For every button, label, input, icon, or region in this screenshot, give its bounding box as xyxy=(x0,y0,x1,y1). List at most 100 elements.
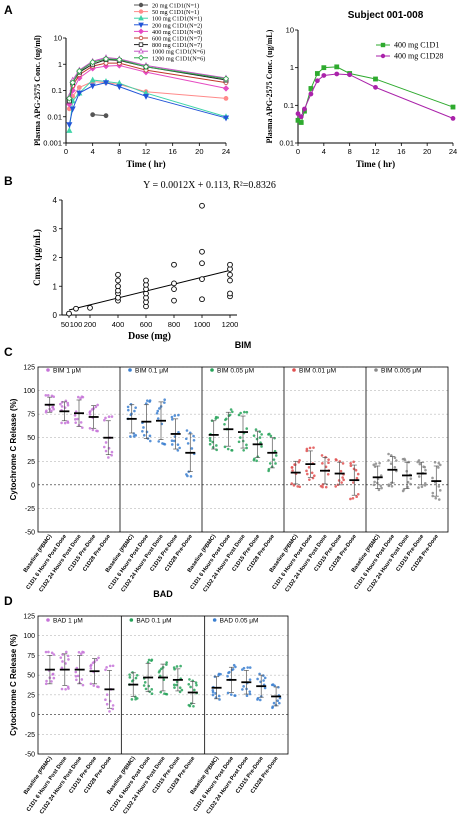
replicate-dot xyxy=(148,399,152,402)
replicate-dot xyxy=(379,474,383,477)
replicate-dot xyxy=(326,472,330,476)
replicate-dot xyxy=(89,664,92,668)
replicate-dot xyxy=(75,666,79,670)
replicate-dot xyxy=(308,446,312,450)
legend-label: 400 mg C1D1 xyxy=(394,41,439,50)
replicate-dot xyxy=(229,693,233,696)
replicate-dot xyxy=(188,704,192,708)
replicate-dot xyxy=(126,408,130,412)
replicate-dot xyxy=(164,692,168,696)
replicate-dot xyxy=(74,421,77,424)
replicate-dot xyxy=(194,681,198,685)
replicate-dot xyxy=(214,415,218,419)
legend-marker xyxy=(292,368,296,372)
replicate-dot xyxy=(437,466,440,469)
replicate-dot xyxy=(255,459,258,463)
chart-c-bim: BIM -50 -25 0 25 50 75 100 125 Cytochrome C Relea… xyxy=(9,340,449,593)
data-point xyxy=(298,120,304,125)
legend-label: BAD 0.1 μM xyxy=(136,618,171,625)
legend-marker xyxy=(128,368,132,372)
y-tick-label: 0.1 xyxy=(284,101,294,110)
replicate-dot xyxy=(104,698,107,701)
y-tick-label: 0.001 xyxy=(43,139,62,148)
replicate-dot xyxy=(61,660,64,663)
replicate-dot xyxy=(128,676,132,679)
replicate-dot xyxy=(63,421,67,425)
y-tick-label: 25 xyxy=(27,692,35,699)
replicate-dot xyxy=(268,462,272,465)
replicate-dot xyxy=(245,694,249,698)
replicate-dot xyxy=(354,468,358,472)
legend-marker xyxy=(129,618,134,622)
replicate-dot xyxy=(215,444,218,447)
x-axis-title: Time ( hr) xyxy=(356,159,395,169)
replicate-dot xyxy=(274,462,277,465)
replicate-dot xyxy=(170,439,174,442)
fit-line xyxy=(68,269,231,311)
replicate-dot xyxy=(377,488,381,492)
legend-label: 200 mg C1D1(N=2) xyxy=(152,22,202,29)
legend-marker xyxy=(138,42,144,47)
replicate-dot xyxy=(260,433,263,436)
replicate-dot xyxy=(148,434,152,438)
y-tick-label: 100 xyxy=(23,633,35,640)
replicate-dot xyxy=(312,446,315,449)
replicate-dot xyxy=(372,463,376,467)
legend-marker xyxy=(138,47,144,54)
replicate-dot xyxy=(59,402,62,406)
replicate-dot xyxy=(241,688,244,691)
replicate-dot xyxy=(67,658,70,661)
replicate-dot xyxy=(239,411,242,415)
replicate-dot xyxy=(81,650,84,654)
replicate-dot xyxy=(135,673,139,677)
replicate-dot xyxy=(305,447,309,451)
data-point xyxy=(76,90,83,97)
replicate-dot xyxy=(208,439,212,442)
replicate-dot xyxy=(66,654,70,658)
series-line xyxy=(68,57,227,97)
x-tick-label: 400 xyxy=(112,320,125,329)
replicate-dot xyxy=(433,460,437,464)
replicate-dot xyxy=(310,471,314,475)
y-tick-label: 1 xyxy=(53,282,58,291)
replicate-dot xyxy=(342,478,345,482)
replicate-dot xyxy=(334,458,338,461)
replicate-dot xyxy=(60,687,64,691)
series-line xyxy=(297,66,454,124)
x-tick-label: 24 xyxy=(449,147,457,156)
panel-letter-c: C xyxy=(4,345,13,359)
data-point xyxy=(103,113,109,119)
legend-label: 800 mg C1D1(N=7) xyxy=(152,42,202,49)
replicate-dot xyxy=(389,454,393,457)
legend-marker xyxy=(212,618,217,622)
data-point xyxy=(308,91,314,97)
data-point xyxy=(308,86,314,91)
replicate-dot xyxy=(178,686,182,690)
replicate-dot xyxy=(133,409,136,413)
y-tick-label: 1 xyxy=(290,63,294,72)
replicate-dot xyxy=(141,429,144,433)
replicate-dot xyxy=(274,454,278,457)
replicate-dot xyxy=(230,668,234,672)
data-point xyxy=(89,83,96,90)
replicate-dot xyxy=(272,701,276,705)
replicate-dot xyxy=(233,694,237,697)
y-tick-label: 25 xyxy=(27,459,35,466)
replicate-dot xyxy=(272,458,276,461)
replicate-dot xyxy=(130,698,134,701)
data-point xyxy=(115,283,121,290)
data-point xyxy=(66,127,73,133)
replicate-dot xyxy=(373,480,376,484)
replicate-dot xyxy=(416,460,419,464)
legend-label: BAD 1 μM xyxy=(53,618,83,625)
replicate-dot xyxy=(245,410,249,414)
x-tick-label: 24 xyxy=(222,147,230,156)
data-point xyxy=(69,106,76,113)
y-tick-label: 125 xyxy=(23,365,35,372)
replicate-dot xyxy=(192,438,196,442)
replicate-dot xyxy=(156,409,160,413)
replicate-dot xyxy=(278,696,282,700)
data-point xyxy=(199,296,205,303)
replicate-dot xyxy=(418,462,422,466)
replicate-dot xyxy=(376,481,379,485)
